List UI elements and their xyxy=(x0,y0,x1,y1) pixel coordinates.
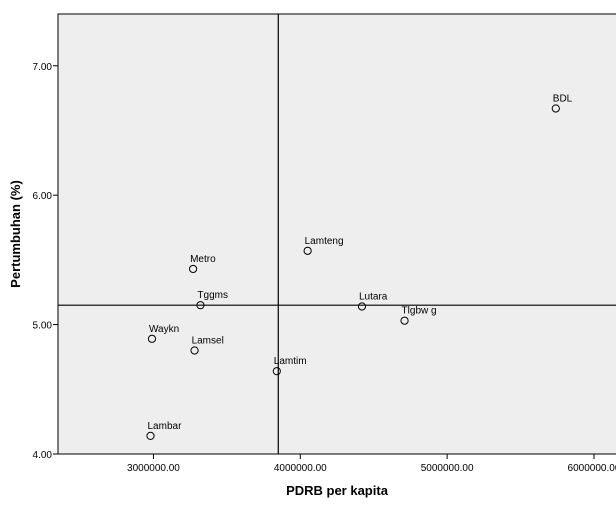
data-point xyxy=(188,264,198,274)
point-label: Lutara xyxy=(359,291,388,302)
data-point xyxy=(196,301,205,310)
reference-lines xyxy=(58,14,616,454)
x-axis-label: PDRB per kapita xyxy=(286,483,389,498)
point-label: Lambar xyxy=(148,421,183,432)
point-label: Lamtim xyxy=(274,356,307,367)
data-point xyxy=(400,316,409,325)
data-point xyxy=(357,302,367,311)
data-point xyxy=(190,346,199,355)
data-point xyxy=(147,334,157,343)
point-label: BDL xyxy=(553,93,573,104)
point-label: Lamsel xyxy=(192,335,224,346)
x-tick-label: 4000000.00 xyxy=(274,463,327,474)
point-label: Tggms xyxy=(197,290,228,301)
y-tick-label: 5.00 xyxy=(33,321,53,332)
y-tick-label: 7.00 xyxy=(33,62,53,73)
data-point xyxy=(303,246,312,255)
y-tick-label: 6.00 xyxy=(33,191,53,202)
data-points: BDL Lamteng Metro Tggms Lutara Tlgbw g Waykn La… xyxy=(146,93,573,440)
y-axis: 4.00 5.00 6.00 7.00 xyxy=(33,62,58,461)
point-label: Lamteng xyxy=(305,236,344,247)
x-tick-label: 5000000.00 xyxy=(421,463,474,474)
y-axis-label: Pertumbuhan (%) xyxy=(8,180,23,288)
plot-area xyxy=(57,13,616,455)
data-point xyxy=(551,104,560,113)
y-tick-label: 4.00 xyxy=(33,450,53,461)
point-label: Metro xyxy=(190,254,216,265)
x-tick-label: 6000000.00 xyxy=(568,463,616,474)
point-label: Tlgbw g xyxy=(402,306,437,317)
data-point xyxy=(272,367,281,376)
data-point xyxy=(146,431,155,440)
x-tick-label: 3000000.00 xyxy=(127,463,180,474)
x-axis: 3000000.00 4000000.00 5000000.00 6000000.00 xyxy=(127,454,616,474)
point-label: Waykn xyxy=(149,324,179,335)
